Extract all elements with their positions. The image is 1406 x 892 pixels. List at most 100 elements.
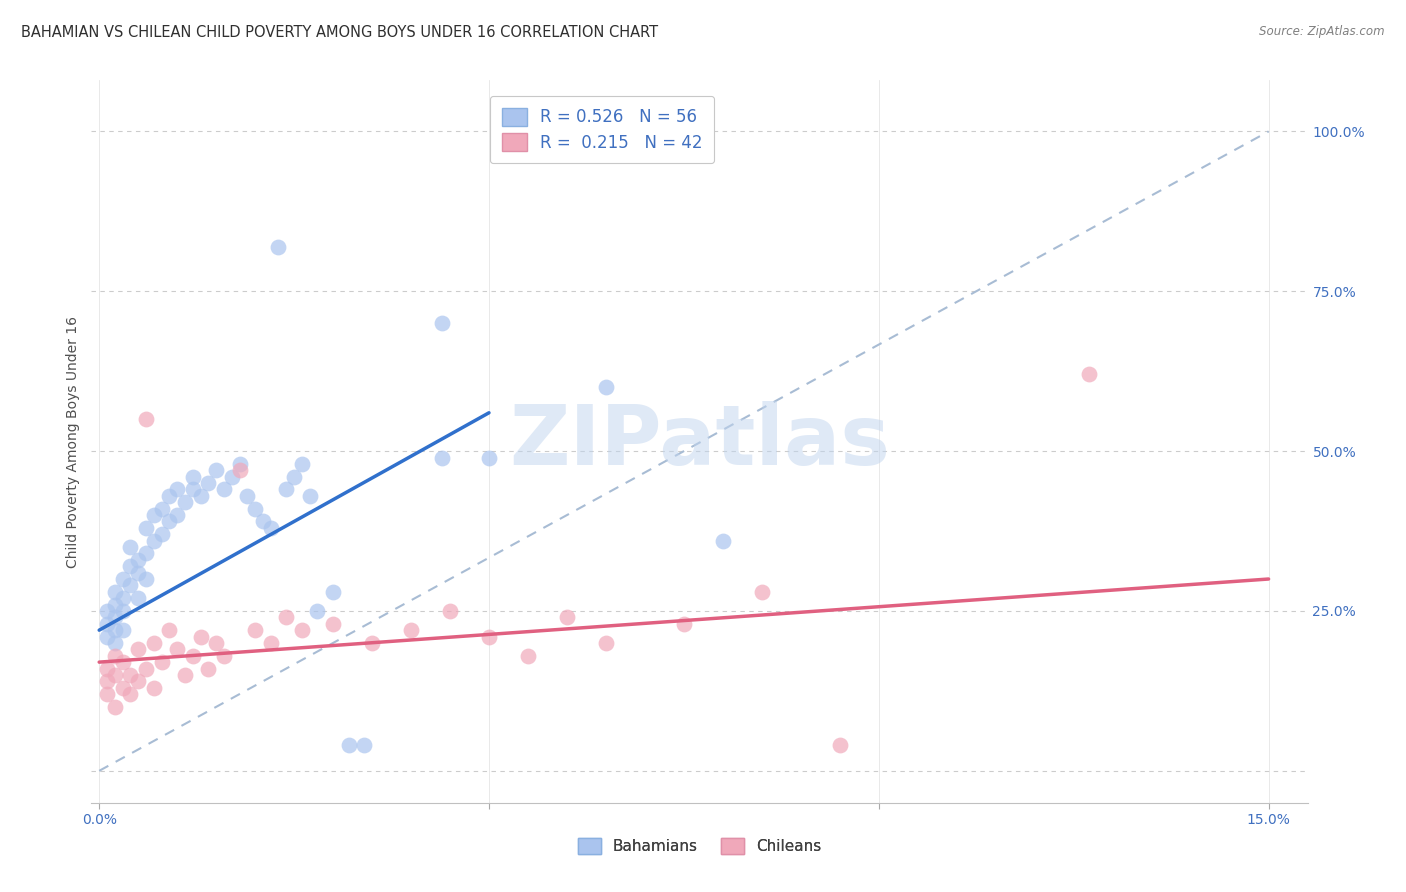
Point bbox=[174, 668, 197, 682]
Point bbox=[478, 450, 501, 465]
Point bbox=[267, 239, 290, 253]
Point bbox=[96, 616, 118, 631]
Point bbox=[120, 540, 142, 554]
Point bbox=[104, 584, 127, 599]
Point bbox=[205, 463, 228, 477]
Point bbox=[104, 598, 127, 612]
Point bbox=[111, 681, 134, 695]
Point bbox=[243, 501, 266, 516]
Point bbox=[150, 501, 173, 516]
Point bbox=[711, 533, 734, 548]
Point bbox=[104, 668, 127, 682]
Point bbox=[120, 578, 142, 592]
Point bbox=[111, 591, 134, 606]
Point bbox=[96, 630, 118, 644]
Legend: Bahamians, Chileans: Bahamians, Chileans bbox=[572, 832, 827, 860]
Point bbox=[197, 661, 219, 675]
Point bbox=[291, 623, 314, 637]
Point bbox=[127, 642, 149, 657]
Point bbox=[197, 476, 219, 491]
Point bbox=[104, 648, 127, 663]
Point bbox=[127, 674, 149, 689]
Point bbox=[111, 604, 134, 618]
Point bbox=[166, 508, 188, 522]
Point bbox=[672, 616, 695, 631]
Point bbox=[157, 623, 180, 637]
Point bbox=[120, 559, 142, 574]
Point bbox=[291, 457, 314, 471]
Point bbox=[260, 636, 283, 650]
Y-axis label: Child Poverty Among Boys Under 16: Child Poverty Among Boys Under 16 bbox=[66, 316, 80, 567]
Point bbox=[104, 699, 127, 714]
Point bbox=[157, 515, 180, 529]
Point bbox=[307, 604, 329, 618]
Point bbox=[135, 546, 157, 560]
Point bbox=[111, 572, 134, 586]
Text: ZIPatlas: ZIPatlas bbox=[509, 401, 890, 482]
Point bbox=[322, 616, 344, 631]
Point bbox=[111, 623, 134, 637]
Point bbox=[157, 489, 180, 503]
Point bbox=[142, 533, 165, 548]
Text: BAHAMIAN VS CHILEAN CHILD POVERTY AMONG BOYS UNDER 16 CORRELATION CHART: BAHAMIAN VS CHILEAN CHILD POVERTY AMONG … bbox=[21, 25, 658, 40]
Point bbox=[243, 623, 266, 637]
Point bbox=[337, 738, 360, 752]
Point bbox=[252, 515, 274, 529]
Point bbox=[361, 636, 384, 650]
Point bbox=[399, 623, 422, 637]
Point bbox=[322, 584, 344, 599]
Point bbox=[96, 674, 118, 689]
Point bbox=[439, 604, 461, 618]
Point bbox=[96, 604, 118, 618]
Point bbox=[555, 610, 578, 624]
Point bbox=[104, 623, 127, 637]
Point bbox=[432, 450, 454, 465]
Point bbox=[236, 489, 259, 503]
Point bbox=[142, 681, 165, 695]
Point bbox=[135, 661, 157, 675]
Point bbox=[174, 495, 197, 509]
Point bbox=[276, 483, 298, 497]
Point bbox=[190, 489, 212, 503]
Point bbox=[135, 412, 157, 426]
Point bbox=[127, 553, 149, 567]
Point bbox=[595, 636, 617, 650]
Point bbox=[166, 483, 188, 497]
Point bbox=[120, 687, 142, 701]
Point bbox=[353, 738, 375, 752]
Point bbox=[283, 469, 305, 483]
Point bbox=[276, 610, 298, 624]
Point bbox=[96, 661, 118, 675]
Point bbox=[96, 687, 118, 701]
Point bbox=[260, 521, 283, 535]
Point bbox=[517, 648, 540, 663]
Text: Source: ZipAtlas.com: Source: ZipAtlas.com bbox=[1260, 25, 1385, 38]
Point bbox=[828, 738, 851, 752]
Point bbox=[181, 648, 204, 663]
Point bbox=[166, 642, 188, 657]
Point bbox=[127, 566, 149, 580]
Point bbox=[142, 508, 165, 522]
Point bbox=[150, 655, 173, 669]
Point bbox=[190, 630, 212, 644]
Point bbox=[212, 483, 235, 497]
Point bbox=[205, 636, 228, 650]
Point bbox=[111, 655, 134, 669]
Point bbox=[104, 610, 127, 624]
Point bbox=[127, 591, 149, 606]
Point bbox=[181, 483, 204, 497]
Point bbox=[120, 668, 142, 682]
Point bbox=[595, 380, 617, 394]
Point bbox=[228, 457, 250, 471]
Point bbox=[142, 636, 165, 650]
Point bbox=[228, 463, 250, 477]
Point bbox=[1078, 368, 1101, 382]
Point bbox=[135, 572, 157, 586]
Point bbox=[212, 648, 235, 663]
Point bbox=[298, 489, 321, 503]
Point bbox=[221, 469, 243, 483]
Point bbox=[181, 469, 204, 483]
Point bbox=[135, 521, 157, 535]
Point bbox=[150, 527, 173, 541]
Point bbox=[432, 316, 454, 330]
